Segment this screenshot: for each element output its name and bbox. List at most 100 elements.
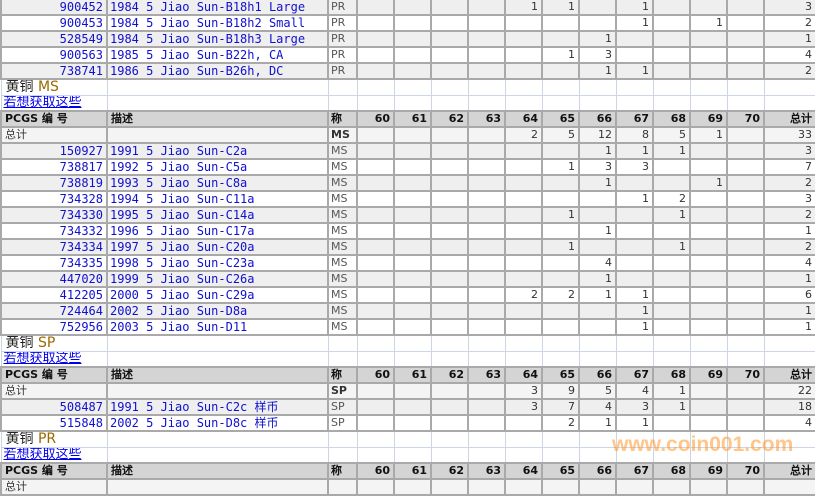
empty-cell (689, 446, 728, 464)
pcgs-number-link[interactable]: 447020 (0, 270, 108, 288)
description-link[interactable]: 1999 5 Jiao Sun-C26a (106, 270, 329, 288)
header-grade-65[interactable]: 65 (541, 462, 580, 480)
description-link[interactable]: 2002 5 Jiao Sun-D8c 样币 (106, 414, 329, 432)
description-link[interactable]: 1991 5 Jiao Sun-C2a (106, 142, 329, 160)
header-grade-62[interactable]: 62 (430, 462, 469, 480)
header-grade-61[interactable]: 61 (393, 462, 432, 480)
header-grade-66[interactable]: 66 (578, 462, 617, 480)
pcgs-number-link[interactable]: 515848 (0, 414, 108, 432)
header-total[interactable]: 总计 (763, 110, 815, 128)
header-grade-69[interactable]: 69 (689, 110, 728, 128)
description-link[interactable]: 1994 5 Jiao Sun-C11a (106, 190, 329, 208)
header-grade-61[interactable]: 61 (393, 366, 432, 384)
pcgs-number-link[interactable]: 734330 (0, 206, 108, 224)
row-total: 4 (763, 414, 815, 432)
header-grade-70[interactable]: 70 (726, 462, 765, 480)
header-grade-67[interactable]: 67 (615, 366, 654, 384)
count-69 (689, 238, 728, 256)
empty-cell (652, 78, 691, 96)
count-69 (689, 62, 728, 80)
header-grade-68[interactable]: 68 (652, 110, 691, 128)
header-grade-63[interactable]: 63 (467, 366, 506, 384)
header-pcgs-number[interactable]: PCGS 编 号 (0, 110, 108, 128)
header-grade-60[interactable]: 60 (356, 366, 395, 384)
pcgs-number-link[interactable]: 734335 (0, 254, 108, 272)
description-link[interactable]: 2003 5 Jiao Sun-D11 (106, 318, 329, 336)
get-these-link[interactable]: 若想获取这些 (0, 350, 108, 368)
header-grade-63[interactable]: 63 (467, 110, 506, 128)
pcgs-number-link[interactable]: 724464 (0, 302, 108, 320)
header-grade-68[interactable]: 68 (652, 366, 691, 384)
get-these-link[interactable]: 若想获取这些 (0, 446, 108, 464)
description-link[interactable]: 2000 5 Jiao Sun-C29a (106, 286, 329, 304)
header-grade[interactable]: 称 (327, 366, 358, 384)
pcgs-number-link[interactable]: 528549 (0, 30, 108, 48)
header-total[interactable]: 总计 (763, 366, 815, 384)
header-grade-69[interactable]: 69 (689, 462, 728, 480)
pcgs-number-link[interactable]: 900452 (0, 0, 108, 16)
description-link[interactable]: 1986 5 Jiao Sun-B26h, DC (106, 62, 329, 80)
pcgs-number-link[interactable]: 508487 (0, 398, 108, 416)
pcgs-number-link[interactable]: 734332 (0, 222, 108, 240)
empty-cell (578, 334, 617, 352)
header-grade-66[interactable]: 66 (578, 366, 617, 384)
header-grade-64[interactable]: 64 (504, 110, 543, 128)
header-grade-67[interactable]: 67 (615, 110, 654, 128)
description-link[interactable]: 1985 5 Jiao Sun-B22h, CA (106, 46, 329, 64)
description-link[interactable]: 1995 5 Jiao Sun-C14a (106, 206, 329, 224)
header-pcgs-number[interactable]: PCGS 编 号 (0, 462, 108, 480)
header-grade-60[interactable]: 60 (356, 462, 395, 480)
pcgs-number-link[interactable]: 738741 (0, 62, 108, 80)
header-grade[interactable]: 称 (327, 462, 358, 480)
description-link[interactable]: 1992 5 Jiao Sun-C5a (106, 158, 329, 176)
total-count-69 (689, 382, 728, 400)
pcgs-number-link[interactable]: 150927 (0, 142, 108, 160)
header-description[interactable]: 描述 (106, 366, 329, 384)
pcgs-number-link[interactable]: 900453 (0, 14, 108, 32)
section-title-row: 黄铜 MS (0, 78, 815, 96)
header-grade-65[interactable]: 65 (541, 366, 580, 384)
header-grade-61[interactable]: 61 (393, 110, 432, 128)
description-link[interactable]: 1984 5 Jiao Sun-B18h1 Large (106, 0, 329, 16)
header-grade-64[interactable]: 64 (504, 366, 543, 384)
description-link[interactable]: 1998 5 Jiao Sun-C23a (106, 254, 329, 272)
pcgs-number-link[interactable]: 738819 (0, 174, 108, 192)
header-description[interactable]: 描述 (106, 462, 329, 480)
header-grade-63[interactable]: 63 (467, 462, 506, 480)
pcgs-number-link[interactable]: 900563 (0, 46, 108, 64)
header-grade-67[interactable]: 67 (615, 462, 654, 480)
empty-cell (726, 94, 765, 112)
header-grade[interactable]: 称 (327, 110, 358, 128)
pcgs-number-link[interactable]: 734334 (0, 238, 108, 256)
header-grade-69[interactable]: 69 (689, 366, 728, 384)
description-link[interactable]: 1996 5 Jiao Sun-C17a (106, 222, 329, 240)
description-link[interactable]: 1993 5 Jiao Sun-C8a (106, 174, 329, 192)
description-link[interactable]: 1984 5 Jiao Sun-B18h2 Small (106, 14, 329, 32)
get-these-link[interactable]: 若想获取这些 (0, 94, 108, 112)
header-grade-64[interactable]: 64 (504, 462, 543, 480)
row-total: 1 (763, 318, 815, 336)
header-pcgs-number[interactable]: PCGS 编 号 (0, 366, 108, 384)
description-link[interactable]: 1997 5 Jiao Sun-C20a (106, 238, 329, 256)
empty-cell (689, 94, 728, 112)
header-grade-62[interactable]: 62 (430, 110, 469, 128)
pcgs-number-link[interactable]: 752956 (0, 318, 108, 336)
header-description[interactable]: 描述 (106, 110, 329, 128)
header-grade-70[interactable]: 70 (726, 366, 765, 384)
header-total[interactable]: 总计 (763, 462, 815, 480)
pcgs-number-link[interactable]: 738817 (0, 158, 108, 176)
empty-cell (615, 350, 654, 368)
pcgs-number-link[interactable]: 734328 (0, 190, 108, 208)
header-grade-62[interactable]: 62 (430, 366, 469, 384)
header-grade-68[interactable]: 68 (652, 462, 691, 480)
header-grade-70[interactable]: 70 (726, 110, 765, 128)
header-grade-66[interactable]: 66 (578, 110, 617, 128)
description-link[interactable]: 1984 5 Jiao Sun-B18h3 Large (106, 30, 329, 48)
count-66: 1 (578, 270, 617, 288)
description-link[interactable]: 1991 5 Jiao Sun-C2c 样币 (106, 398, 329, 416)
description-link[interactable]: 2002 5 Jiao Sun-D8a (106, 302, 329, 320)
count-69: 1 (689, 14, 728, 32)
pcgs-number-link[interactable]: 412205 (0, 286, 108, 304)
header-grade-60[interactable]: 60 (356, 110, 395, 128)
header-grade-65[interactable]: 65 (541, 110, 580, 128)
